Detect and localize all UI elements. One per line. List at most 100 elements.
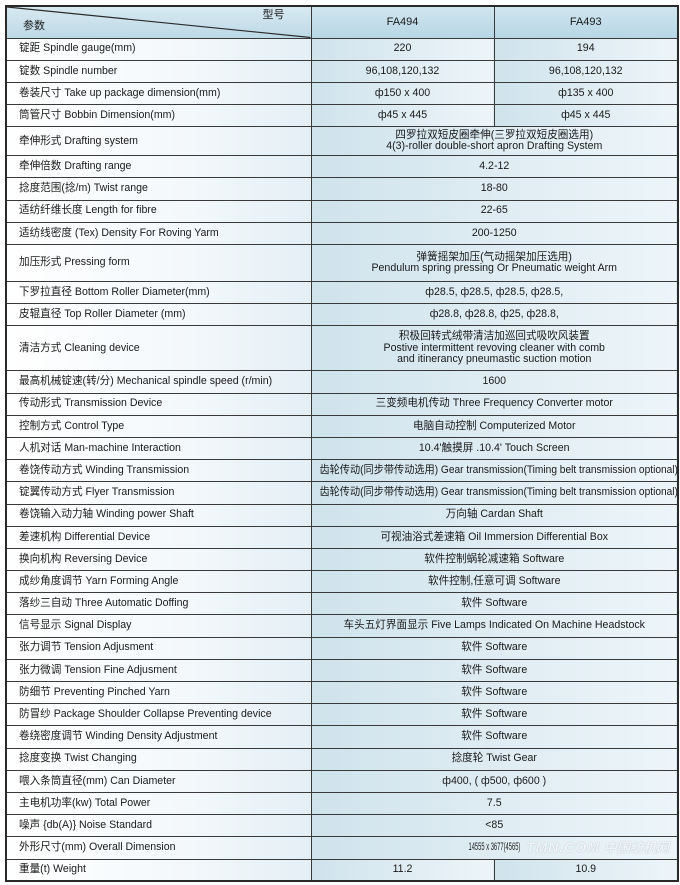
row-value-text: 万向轴 Cardan Shaft [445,508,543,521]
row-label-cell: 锭数 Spindle number [5,59,312,83]
row-value-shared: <85 [310,814,679,838]
row-value-shared: 软件 Software [310,725,679,749]
row-label-cell: 张力微调 Tension Fine Adjusment [5,658,312,683]
row-label: 卷饶输入动力轴 Winding power Shaft [19,508,194,521]
row-label: 张力调节 Tension Adjusment [19,641,154,654]
row-value-shared: 弹簧摇架加压(气动摇架加压选用) Pendulum spring pressin… [310,244,679,282]
row-label-cell: 卷绕密度调节 Winding Density Adjustment [5,725,312,749]
row-value-fa494: 11.2 [310,858,495,882]
row-label: 防细节 Preventing Pinched Yarn [19,685,170,698]
row-value-shared: 1600 [310,370,679,394]
table-row: 噪声 {db(A)} Noise Standard <85 [5,814,679,838]
row-value-text: 齿轮传动(同步带传动选用) Gear transmission(Timing b… [318,486,678,499]
row-label-cell: 捻度范围(捻/m) Twist range [5,177,312,201]
row-value-fa493: ф135 x 400 [493,81,679,106]
row-label-cell: 最高机械锭速(转/分) Mechanical spindle speed (r/… [5,370,312,394]
table-row: 卷绕密度调节 Winding Density Adjustment 软件 Soft… [5,725,679,749]
row-value-shared: 软件控制蜗轮减速箱 Software [310,547,679,572]
row-value-text: 软件 Software [461,597,528,610]
param-header: 参数 [23,20,45,32]
table-row: 喂入条筒直径(mm) Can Diameter ф400, ( ф500, ф60… [5,769,679,793]
table-row: 适纺线密度 (Tex) Density For Roving Yarm 200-1… [5,221,679,246]
row-label: 换向机构 Reversing Device [19,552,148,565]
row-label-cell: 差速机构 Differential Device [5,525,312,549]
row-value-text: 200-1250 [471,226,517,239]
row-value-text: ф135 x 400 [558,86,614,99]
row-value-shared: 软件 Software [310,636,679,660]
row-value-text: 四罗拉双短皮圈牵伸(三罗拉双短皮圈选用) 4(3)-roller double-… [386,128,603,153]
row-value-text: 软件 Software [461,685,528,698]
row-label: 适纺线密度 (Tex) Density For Roving Yarm [19,226,219,239]
row-value-text: 积极回转式绒带清洁加巡回式吸吹风装置 Postive intermittent … [383,330,605,366]
row-label: 皮辊直径 Top Roller Diameter (mm) [19,308,186,321]
table-row: 牵伸倍数 Drafting range 4.2-12 [5,155,679,179]
row-value-fa494: 220 [310,37,495,61]
row-label: 最高机械锭速(转/分) Mechanical spindle speed (r/… [19,375,273,388]
row-label-cell: 主电机功率(kw) Total Power [5,791,312,816]
row-value-shared: 软件 Software [310,680,679,705]
row-value-text: ф400, ( ф500, ф600 ) [442,774,547,787]
row-label-cell: 卷饶输入动力轴 Winding power Shaft [5,503,312,527]
diagonal-divider [7,7,311,38]
row-value-shared: 齿轮传动(同步带传动选用) Gear transmission(Timing b… [310,481,679,505]
row-value-shared: 三变频电机传动 Three Frequency Converter motor [310,392,679,416]
row-value-text: 齿轮传动(同步带传动选用) Gear transmission(Timing b… [318,463,678,476]
row-label: 牵伸倍数 Drafting range [19,160,132,173]
row-value-text: 车头五灯界面显示 Five Lamps Indicated On Machine… [343,619,645,632]
table-row: 落纱三自动 Three Automatic Doffing 软件 Software [5,592,679,616]
row-value-shared: 软件 Software [310,658,679,683]
row-value-text: 软件 Software [461,663,528,676]
row-value-shared: 齿轮传动(同步带传动选用) Gear transmission(Timing b… [310,459,679,483]
table-row: 张力微调 Tension Fine Adjusment 软件 Software [5,658,679,683]
row-value-fa494: ф150 x 400 [310,81,495,106]
row-value-shared: 可视油浴式差速箱 Oil Immersion Differential Box [310,525,679,549]
header-corner-cell: 参数 型号 [5,5,312,39]
watermark-line1: TMN.COM [526,838,600,855]
row-value-shared: 18-80 [310,177,679,201]
row-label: 捻度变换 Twist Changing [19,752,137,765]
row-label-cell: 锭距 Spindle gauge(mm) [5,37,312,61]
row-label-cell: 适纺线密度 (Tex) Density For Roving Yarm [5,221,312,246]
row-value-shared: ф400, ( ф500, ф600 ) [310,769,679,793]
row-label: 卷装尺寸 Take up package dimension(mm) [19,86,221,99]
table-row: 筒管尺寸 Bobbin Dimension(mm) ф45 x 445 ф45 x … [5,104,679,128]
row-value-text: 14555 x 3677(4565) [468,841,521,854]
table-row: 清洁方式 Cleaning device 积极回转式绒带清洁加巡回式吸吹风装置 P… [5,325,679,372]
row-label-cell: 噪声 {db(A)} Noise Standard [5,814,312,838]
row-value-shared: 软件控制,任意可调 Software [310,570,679,594]
row-value-shared: 软件 Software [310,592,679,616]
row-value-text: 电脑自动控制 Computerized Motor [413,419,576,432]
row-value-text: 22-65 [480,204,508,217]
table-row: 牵伸形式 Drafting system 四罗拉双短皮圈牵伸(三罗拉双短皮圈选用)… [5,126,679,157]
row-label-cell: 卷饶传动方式 Winding Transmission [5,459,312,483]
row-label: 适纺纤维长度 Length for fibre [19,204,157,217]
row-label-cell: 适纺纤维长度 Length for fibre [5,199,312,223]
row-value-text: 软件控制,任意可调 Software [428,574,561,587]
row-value-shared: 车头五灯界面显示 Five Lamps Indicated On Machine… [310,614,679,638]
row-label: 重量(t) Weight [19,863,86,876]
row-value-fa494: 96,108,120,132 [310,59,495,83]
row-label-cell: 清洁方式 Cleaning device [5,325,312,372]
table-row: 适纺纤维长度 Length for fibre 22-65 [5,199,679,223]
row-value-shared: 4.2-12 [310,155,679,179]
row-label: 锭距 Spindle gauge(mm) [19,42,136,55]
row-label: 传动形式 Transmission Device [19,397,163,410]
row-label: 锭翼传动方式 Flyer Transmission [19,486,175,499]
row-label: 防冒纱 Package Shoulder Collapse Preventing… [19,708,272,721]
row-label: 捻度范围(捻/m) Twist range [19,182,148,195]
row-value-fa493: 10.9 [493,858,679,882]
spec-table: 参数 型号 FA494 FA493 锭距 Spindle gauge(mm) 22… [5,5,679,883]
table-row: 控制方式 Control Type 电脑自动控制 Computerized Mot… [5,414,679,438]
row-value-text: 软件控制蜗轮减速箱 Software [424,552,565,565]
row-value-shared: 软件 Software [310,703,679,727]
row-label-cell: 人机对话 Man-machine Interaction [5,436,312,461]
row-value-text: 7.5 [486,796,502,809]
row-value-text: 96,108,120,132 [548,64,623,77]
row-label-cell: 重量(t) Weight [5,858,312,882]
table-row: 重量(t) Weight 11.2 10.9 [5,858,679,882]
row-value-shared: 200-1250 [310,221,679,246]
row-label: 加压形式 Pressing form [19,256,130,269]
table-row: 卷饶传动方式 Winding Transmission 齿轮传动(同步带传动选用)… [5,459,679,483]
table-row: 下罗拉直径 Bottom Roller Diameter(mm) ф28.5, ф… [5,280,679,305]
table-row: 卷饶输入动力轴 Winding power Shaft 万向轴 Cardan Sh… [5,503,679,527]
